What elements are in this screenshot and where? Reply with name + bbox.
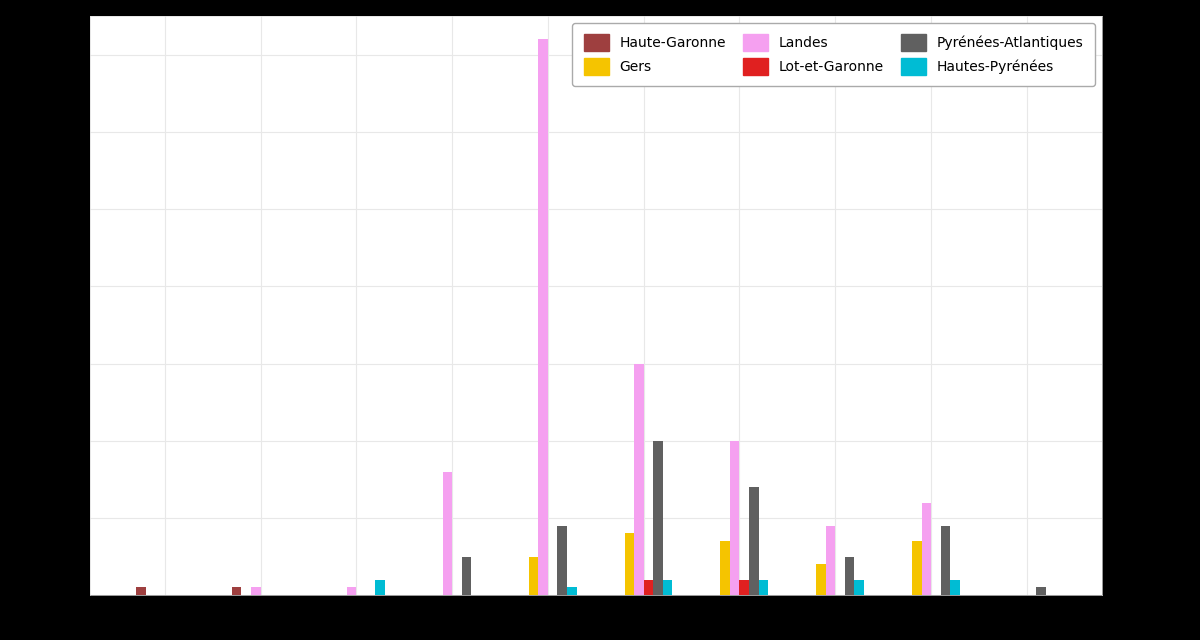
Bar: [845, 557, 854, 595]
Bar: [558, 525, 568, 595]
Bar: [643, 580, 653, 595]
Bar: [950, 580, 960, 595]
Bar: [1037, 588, 1046, 595]
Bar: [730, 441, 739, 595]
Bar: [749, 487, 758, 595]
Bar: [568, 588, 577, 595]
Bar: [347, 588, 356, 595]
Bar: [136, 588, 145, 595]
Bar: [826, 525, 835, 595]
Bar: [529, 557, 539, 595]
Bar: [624, 533, 634, 595]
Bar: [443, 472, 452, 595]
Legend: Haute-Garonne, Gers, Landes, Lot-et-Garonne, Pyrénées-Atlantiques, Hautes-Pyréné: Haute-Garonne, Gers, Landes, Lot-et-Garo…: [572, 23, 1094, 86]
Bar: [941, 525, 950, 595]
Bar: [634, 364, 643, 595]
Bar: [758, 580, 768, 595]
Bar: [739, 580, 749, 595]
Bar: [816, 564, 826, 595]
Bar: [232, 588, 241, 595]
Bar: [720, 541, 730, 595]
Bar: [662, 580, 672, 595]
Bar: [854, 580, 864, 595]
Bar: [376, 580, 385, 595]
Bar: [251, 588, 260, 595]
Bar: [653, 441, 662, 595]
Bar: [922, 502, 931, 595]
Bar: [539, 39, 548, 595]
Bar: [912, 541, 922, 595]
Bar: [462, 557, 472, 595]
